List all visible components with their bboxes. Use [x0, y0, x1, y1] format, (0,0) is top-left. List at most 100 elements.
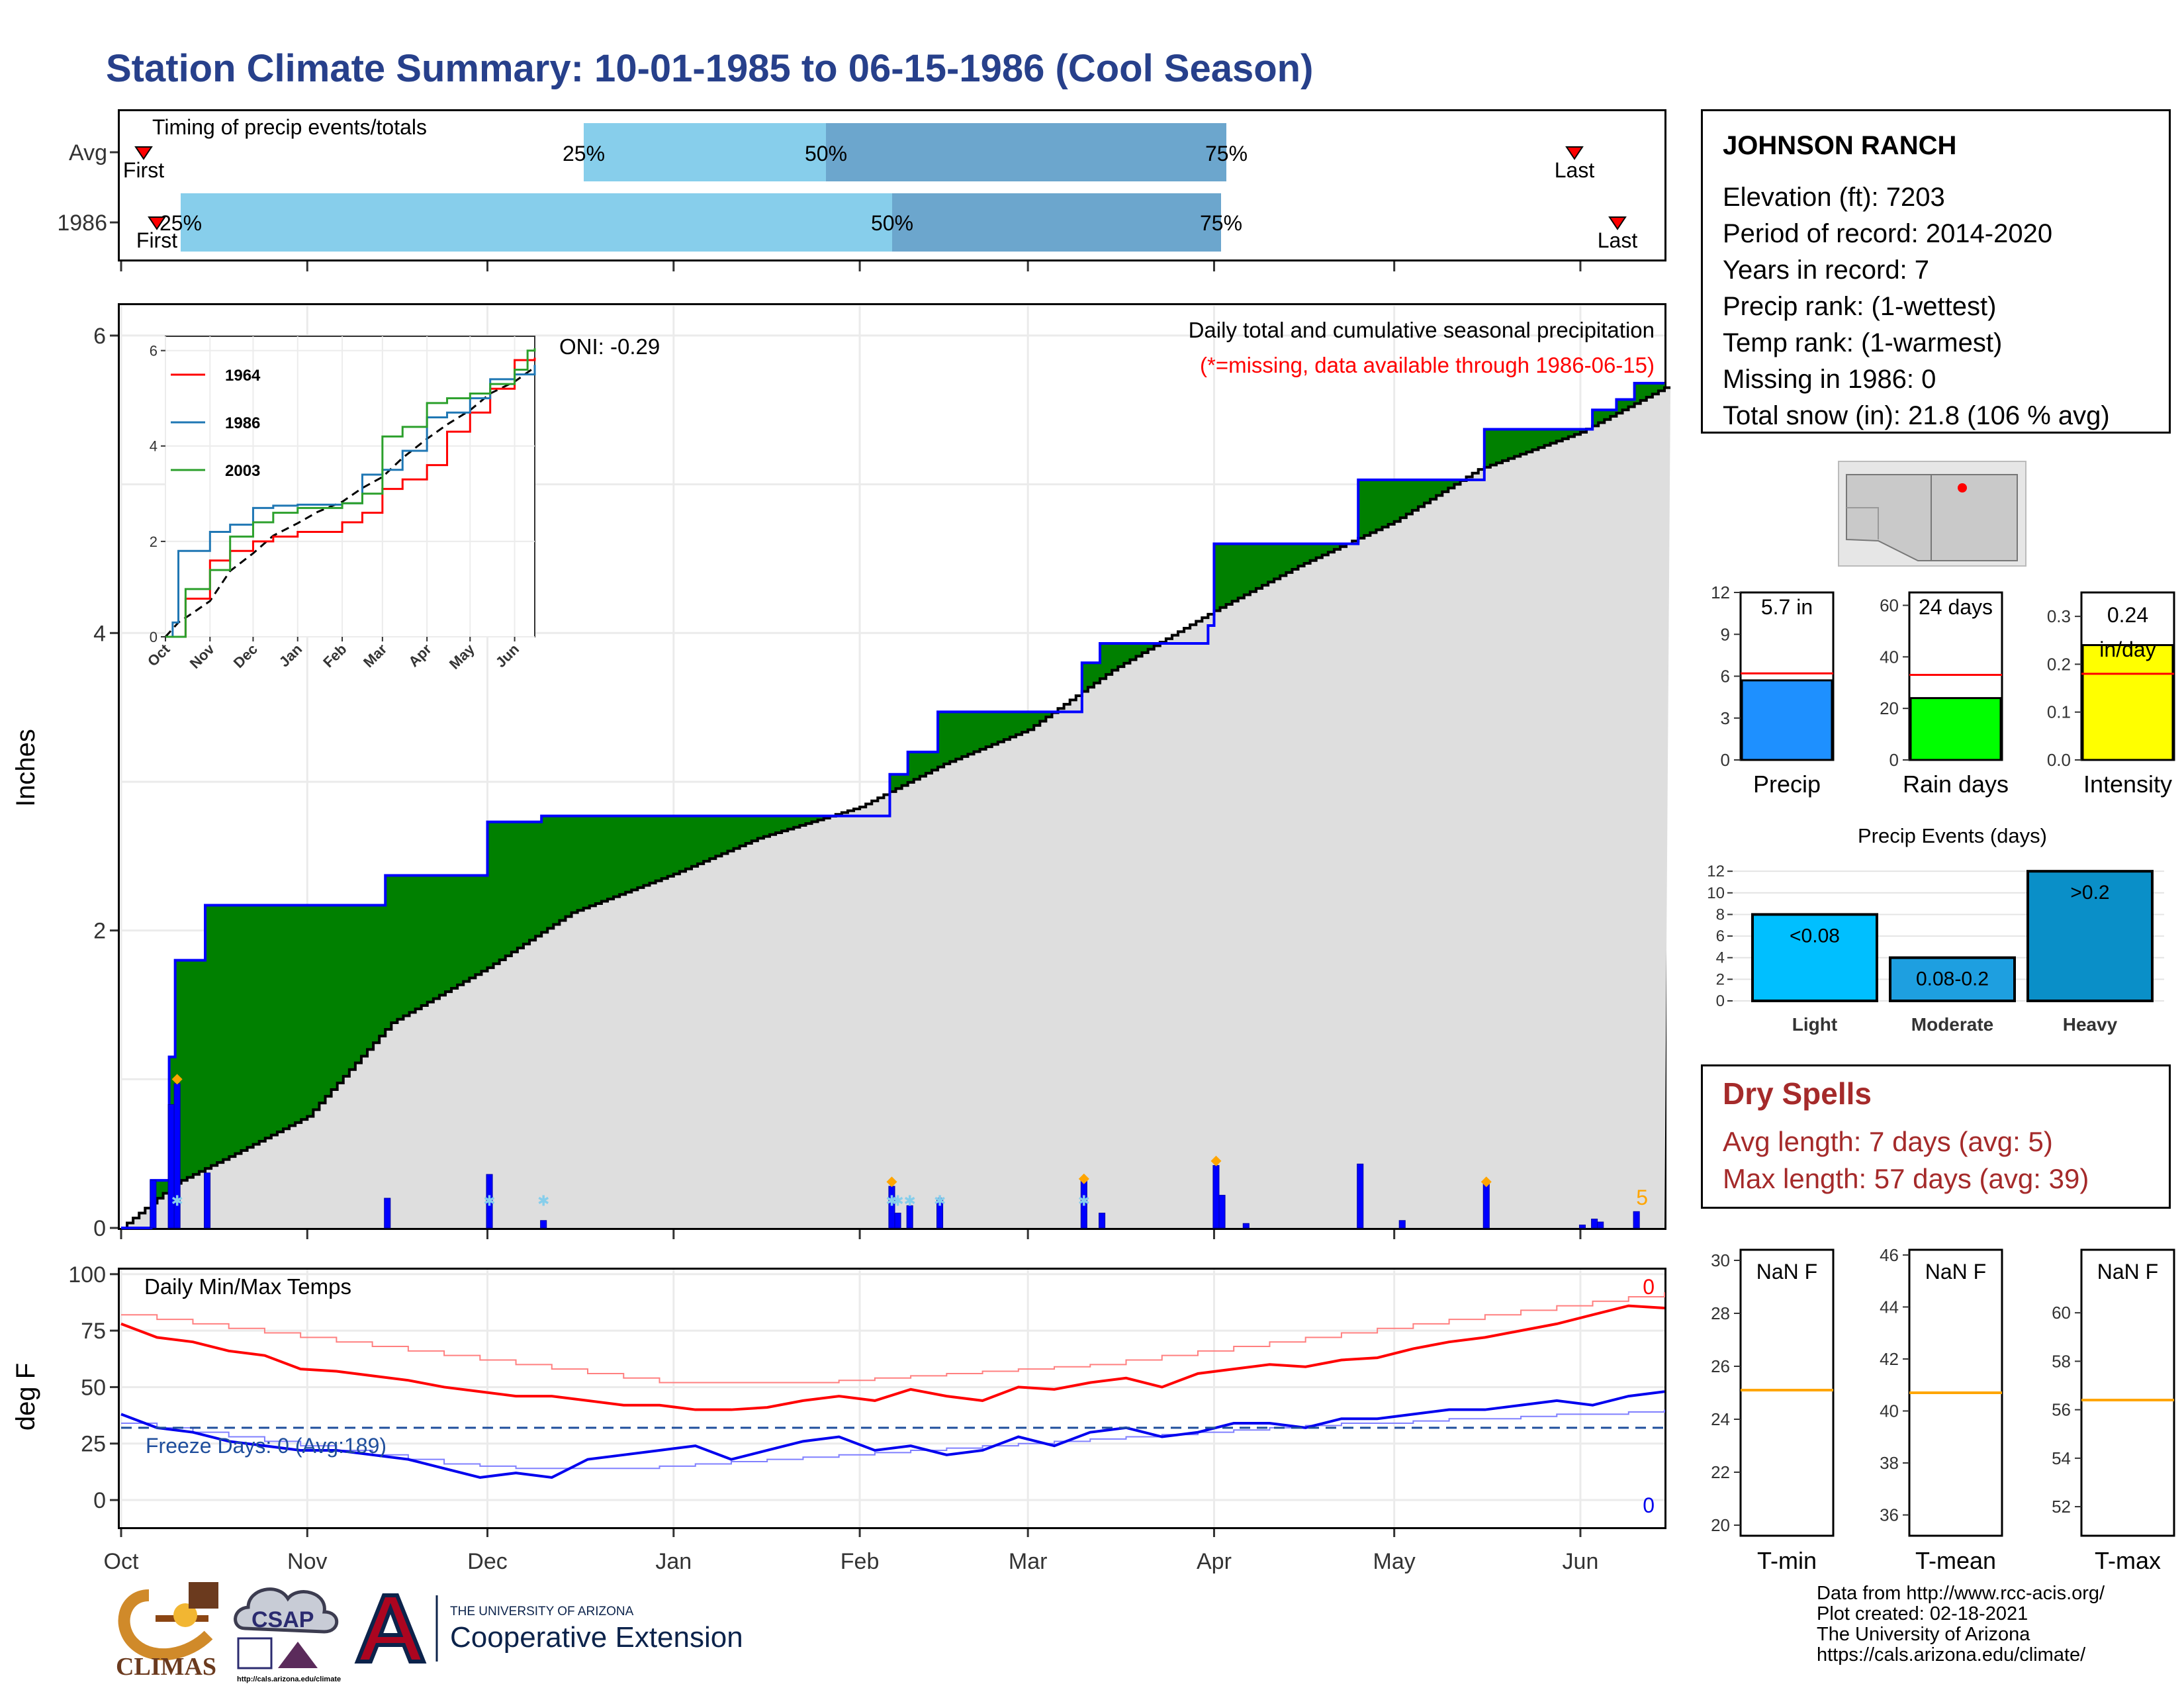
freeze-days-label: Freeze Days: 0 (Avg:189)	[146, 1434, 387, 1458]
event-category-label: Moderate	[1911, 1014, 1993, 1035]
surplus-strip	[643, 816, 651, 886]
surplus-strip	[1538, 429, 1545, 448]
avg-last-marker	[1565, 146, 1584, 160]
temp-bar-y-tick-label: 24	[1711, 1409, 1730, 1429]
surplus-strip	[607, 816, 614, 900]
surplus-strip	[997, 712, 1005, 742]
temp-y-tick-label: 100	[68, 1262, 106, 1288]
surplus-strip	[1250, 543, 1257, 592]
temp-bar-y-tick-label: 40	[1880, 1401, 1899, 1421]
surplus-strip	[895, 774, 903, 789]
surplus-strip	[259, 905, 266, 1141]
surplus-strip	[421, 875, 428, 1006]
y-tick-label: 4	[93, 621, 106, 646]
surplus-strip	[487, 821, 494, 968]
station-years: Years in record: 7	[1723, 256, 1930, 285]
surplus-strip	[614, 816, 620, 897]
surplus-strip	[1298, 543, 1305, 567]
timing-row-label: Avg	[69, 140, 107, 165]
timing-row-label: 1986	[57, 211, 107, 236]
snow-marker: ✱	[171, 1193, 183, 1209]
y1986-p50-label: 50%	[871, 211, 913, 235]
surplus-strip	[1382, 479, 1389, 528]
surplus-strip	[343, 905, 350, 1076]
surplus-strip	[1502, 429, 1509, 461]
surplus-strip	[985, 712, 993, 747]
surplus-strip	[1520, 429, 1527, 455]
surplus-strip	[1046, 712, 1053, 718]
surplus-strip	[541, 816, 548, 933]
surplus-strip	[1556, 429, 1563, 442]
surplus-strip	[1124, 643, 1131, 663]
surplus-strip	[794, 816, 800, 827]
surplus-strip	[1370, 479, 1377, 533]
surplus-strip	[403, 875, 410, 1016]
surplus-strip	[217, 905, 224, 1163]
surplus-strip	[253, 905, 260, 1145]
surplus-strip	[1358, 479, 1365, 539]
surplus-strip	[715, 816, 722, 857]
temp-bar-name: T-max	[2095, 1547, 2161, 1574]
surplus-strip	[1604, 410, 1611, 420]
surplus-strip	[451, 875, 458, 988]
summary-y-tick-label: 20	[1880, 698, 1899, 718]
surplus-strip	[704, 816, 710, 862]
temp-bar-y-tick-label: 30	[1711, 1250, 1730, 1270]
daily-precip-bar	[1357, 1163, 1364, 1229]
station-location-marker	[1958, 483, 1967, 492]
event-bar	[2026, 870, 2154, 1003]
daily-precip-bar	[1242, 1223, 1250, 1229]
surplus-strip	[175, 960, 182, 1184]
surplus-strip	[457, 875, 464, 985]
surplus-strip	[1016, 712, 1023, 735]
surplus-strip	[1532, 429, 1539, 450]
dry-spells-max: Max length: 57 days (avg: 39)	[1723, 1163, 2089, 1194]
surplus-strip	[1484, 429, 1491, 467]
surplus-strip	[223, 905, 230, 1160]
surplus-strip	[1142, 643, 1149, 653]
surplus-strip	[463, 875, 470, 982]
daily-precip-bar	[203, 1172, 211, 1229]
surplus-strip	[1544, 429, 1551, 445]
surplus-strip	[1244, 543, 1251, 595]
surplus-strip	[1009, 712, 1017, 737]
surplus-strip	[991, 712, 999, 745]
legend-label: 1986	[225, 414, 260, 432]
surplus-strip	[529, 821, 536, 941]
surplus-strip	[1220, 543, 1227, 608]
surplus-strip	[1616, 399, 1623, 414]
surplus-strip	[1040, 712, 1046, 722]
temp-bar-y-tick-label: 28	[1711, 1303, 1730, 1323]
surplus-strip	[1328, 543, 1335, 553]
x-tick-label: May	[1373, 1549, 1416, 1574]
summary-y-tick-label: 0.2	[2047, 654, 2071, 674]
orange-marker	[1078, 1173, 1089, 1184]
surplus-strip	[601, 816, 608, 902]
summary-bar-name: Precip	[1753, 771, 1821, 798]
surplus-strip	[1610, 410, 1617, 416]
surplus-strip	[1568, 429, 1575, 437]
snow-marker: ✱	[483, 1193, 495, 1209]
surplus-strip	[1292, 543, 1299, 569]
surplus-strip	[271, 905, 278, 1135]
surplus-strip	[535, 821, 542, 937]
surplus-strip	[1112, 643, 1118, 671]
surplus-strip	[649, 816, 657, 884]
x-tick-label: Jan	[655, 1549, 692, 1574]
surplus-strip	[1514, 429, 1521, 457]
surplus-strip	[475, 875, 482, 975]
surplus-strip	[1100, 643, 1107, 679]
x-tick-label: Dec	[467, 1549, 507, 1574]
surplus-strip	[1562, 429, 1569, 439]
x-tick-label: Mar	[1009, 1549, 1048, 1574]
surplus-strip	[907, 752, 915, 782]
event-bar-label: 0.08-0.2	[1916, 968, 1989, 990]
temp-bar-y-tick-label: 58	[2052, 1351, 2071, 1371]
surplus-strip	[427, 875, 434, 1002]
temp-bar-y-tick-label: 20	[1711, 1515, 1730, 1535]
daily-precip-bar	[1398, 1220, 1406, 1229]
csap-logo: CSAP http://cals.arizona.edu/climate	[234, 1587, 341, 1683]
